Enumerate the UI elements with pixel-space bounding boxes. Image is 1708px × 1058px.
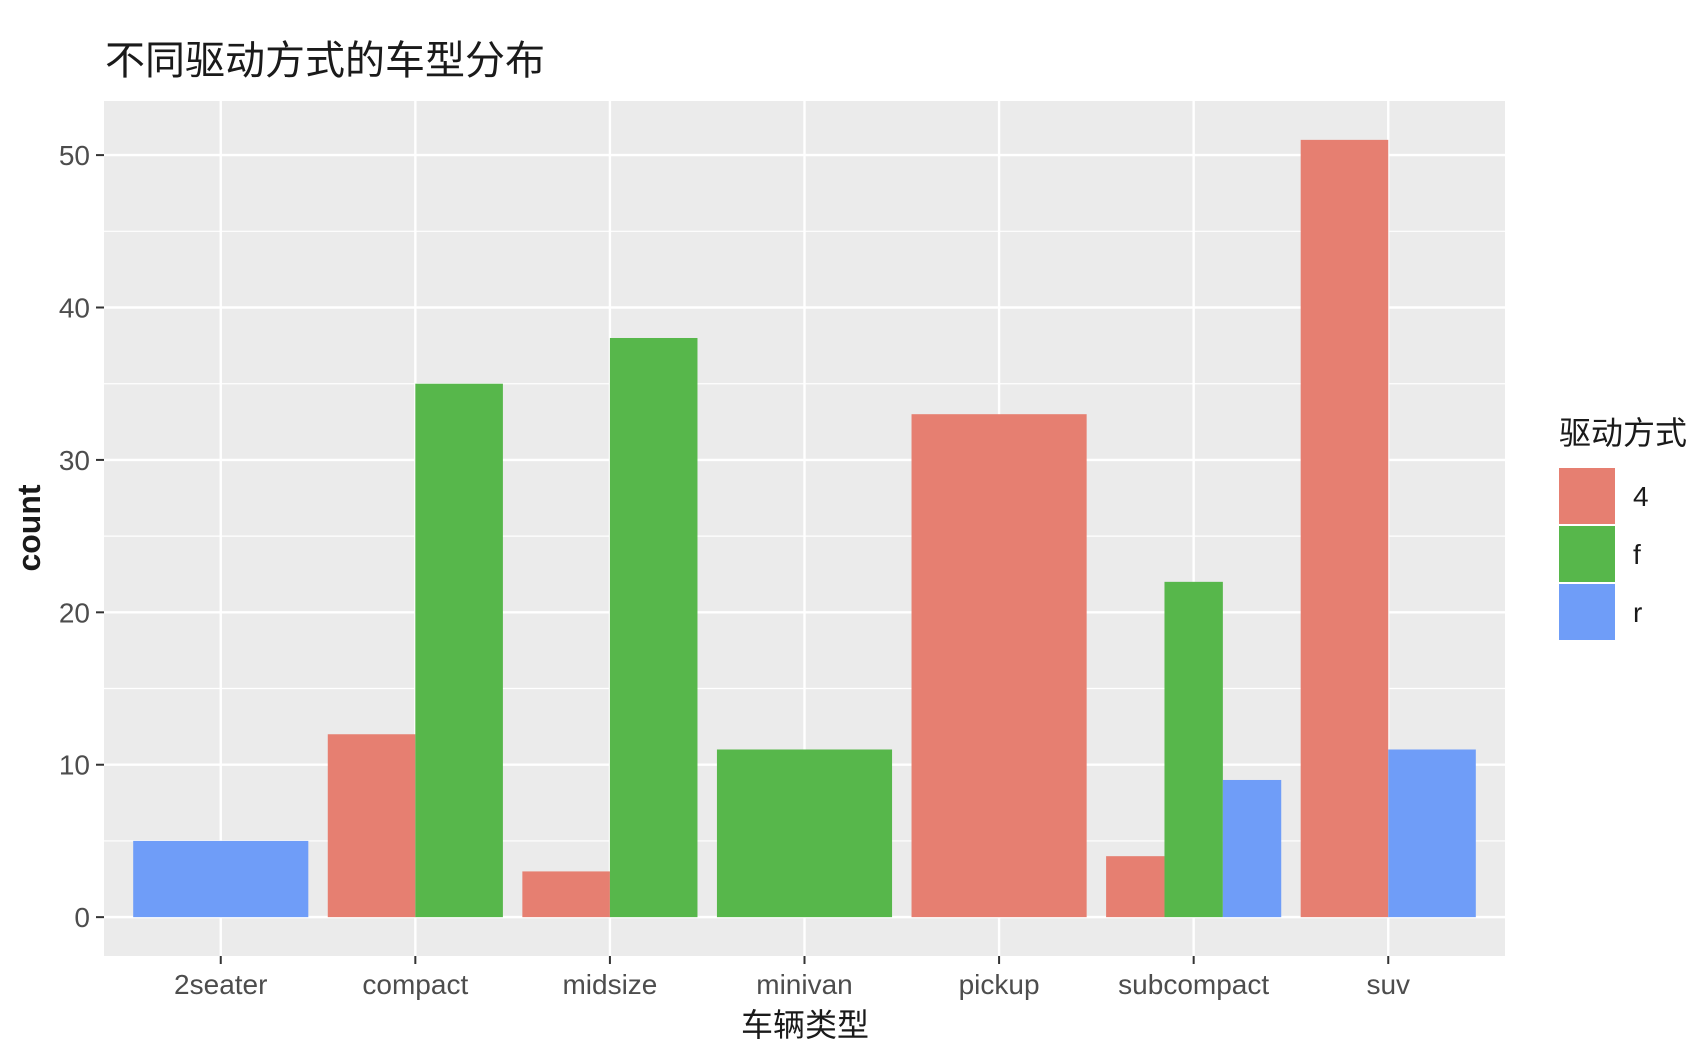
x-tick-label: pickup [959,969,1040,1000]
x-axis-title: 车辆类型 [741,1006,869,1044]
bar-subcompact-4 [1106,856,1165,918]
legend: 驱动方式 4 fr [1559,414,1687,640]
bar-compact-4 [327,734,416,918]
y-tick-label: 40 [59,293,90,324]
bar-midsize-4 [522,871,610,918]
y-tick-label: 30 [59,445,90,476]
legend-label: r [1633,597,1642,628]
x-tick-label: suv [1366,969,1410,1000]
x-tick-label: midsize [562,969,657,1000]
legend-key-4 [1559,468,1615,524]
y-tick-label: 10 [59,750,90,781]
x-tick-label: minivan [756,969,852,1000]
legend-title: 驱动方式 [1559,414,1687,452]
bar-suv-4 [1300,139,1389,918]
bar-minivan-f [716,749,893,918]
y-axis: 0 10 20 30 40 50 [59,140,104,933]
y-axis-title: count [11,484,47,571]
bar-subcompact-f [1164,581,1223,918]
bar-compact-f [415,383,503,918]
bar-midsize-f [609,337,698,918]
bar-suv-r [1388,749,1476,918]
bar-pickup-4 [911,414,1087,918]
legend-key-f [1559,526,1615,582]
x-tick-label: subcompact [1118,969,1269,1000]
bar-subcompact-r [1222,779,1282,918]
bar-2seater-r [133,840,309,918]
bars [133,139,1476,918]
chart-title: 不同驱动方式的车型分布 [105,38,545,84]
x-axis: 2seater compact midsize minivan pickup subcom… [174,956,1410,1000]
legend-label: 4 [1633,481,1649,512]
x-tick-label: compact [362,969,468,1000]
legend-key-r [1559,584,1615,640]
y-tick-label: 50 [59,140,90,171]
legend-label: f [1633,539,1641,570]
y-tick-label: 20 [59,597,90,628]
y-tick-label: 0 [74,902,90,933]
x-tick-label: 2seater [174,969,267,1000]
